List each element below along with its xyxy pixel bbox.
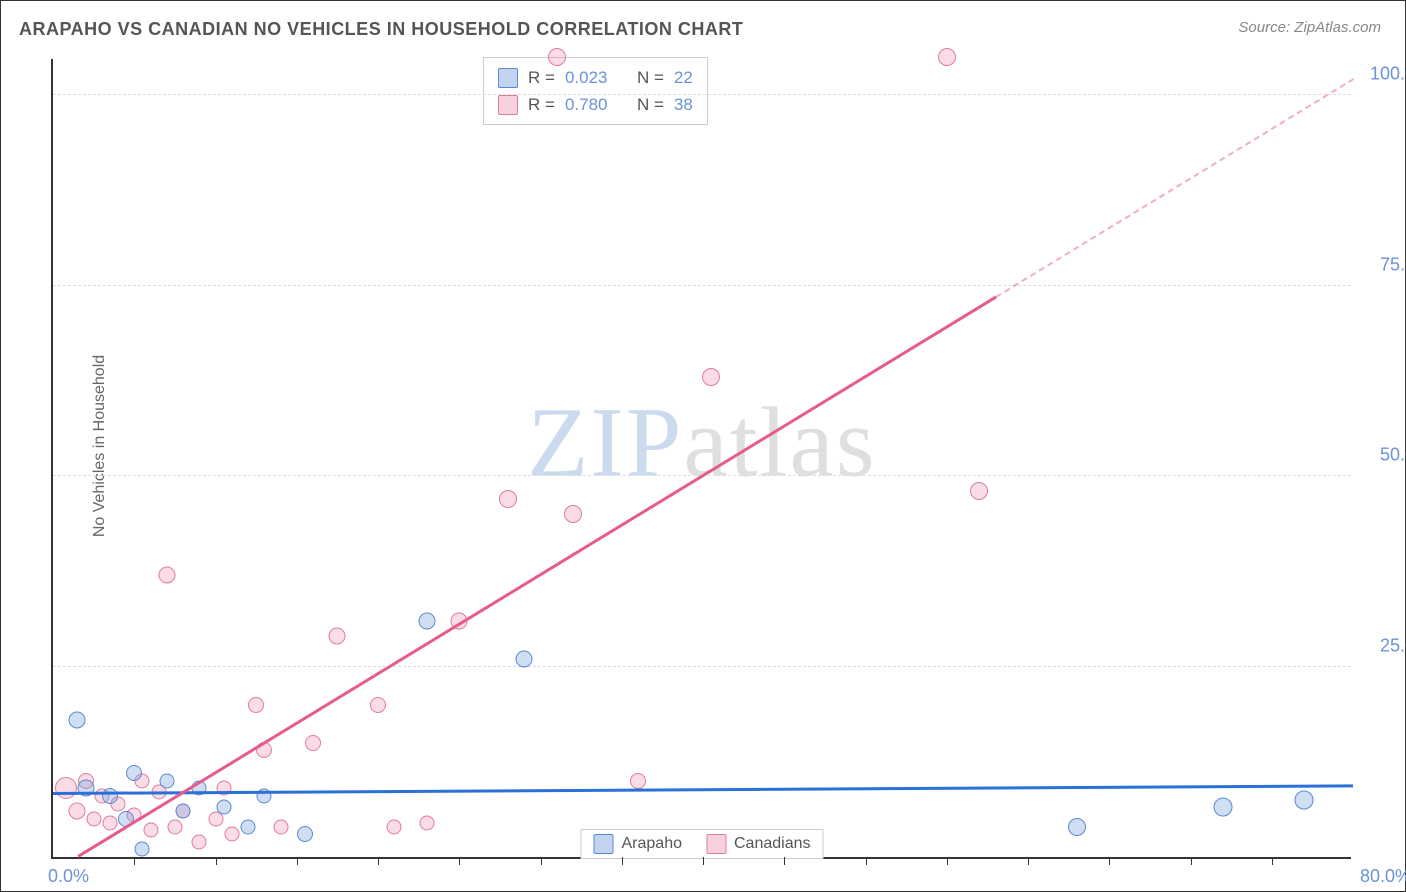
r-label: R = [528, 64, 555, 91]
data-point [630, 773, 646, 789]
source-value: ZipAtlas.com [1294, 19, 1381, 36]
chart-container: ARAPAHO VS CANADIAN NO VEHICLES IN HOUSE… [0, 0, 1406, 892]
data-point [176, 804, 191, 819]
trend-line [53, 784, 1353, 794]
legend-item-arapaho: Arapaho [594, 834, 683, 854]
canadians-n: 38 [674, 91, 693, 118]
y-tick-label: 100.0% [1370, 64, 1406, 85]
x-tick [134, 857, 135, 865]
data-point [102, 815, 117, 830]
data-point [241, 819, 256, 834]
x-tick-80: 80.0% [1360, 866, 1406, 887]
data-point [419, 815, 434, 830]
stats-box: R = 0.023 N = 22 R = 0.780 N = 38 [483, 57, 708, 125]
data-point [970, 482, 988, 500]
x-tick [1109, 857, 1110, 865]
data-point [938, 48, 956, 66]
data-point [143, 823, 158, 838]
n-label: N = [637, 91, 664, 118]
y-tick-label: 50.0% [1380, 445, 1406, 466]
r-label: R = [528, 91, 555, 118]
bottom-legend: Arapaho Canadians [581, 829, 824, 859]
data-point [418, 612, 435, 629]
x-tick [703, 857, 704, 865]
stats-row-canadians: R = 0.780 N = 38 [498, 91, 693, 118]
n-label: N = [637, 64, 664, 91]
data-point [248, 697, 264, 713]
swatch-pink-icon [498, 95, 518, 115]
x-tick [1272, 857, 1273, 865]
data-point [516, 650, 533, 667]
trend-line [995, 78, 1354, 298]
data-point [564, 505, 582, 523]
data-point [702, 368, 720, 386]
x-tick [297, 857, 298, 865]
x-tick [947, 857, 948, 865]
data-point [1295, 790, 1314, 809]
y-tick-label: 75.0% [1380, 254, 1406, 275]
data-point [126, 765, 142, 781]
watermark-atlas: atlas [683, 387, 876, 498]
x-tick [1028, 857, 1029, 865]
data-point [297, 826, 313, 842]
data-point [224, 827, 239, 842]
data-point [305, 735, 321, 751]
swatch-pink-icon [706, 834, 726, 854]
data-point [167, 819, 182, 834]
legend-label: Canadians [734, 835, 811, 853]
data-point [135, 842, 150, 857]
stats-row-arapaho: R = 0.023 N = 22 [498, 64, 693, 91]
data-point [370, 697, 386, 713]
x-tick [378, 857, 379, 865]
data-point [1068, 818, 1086, 836]
data-point [159, 773, 174, 788]
data-point [77, 780, 94, 797]
watermark-zip: ZIP [527, 387, 683, 498]
data-point [499, 490, 517, 508]
source-attribution: Source: ZipAtlas.com [1238, 19, 1381, 36]
arapaho-n: 22 [674, 64, 693, 91]
plot-area: ZIPatlas R = 0.023 N = 22 R = 0.780 N = … [51, 59, 1351, 859]
x-tick [622, 857, 623, 865]
data-point [69, 711, 86, 728]
chart-title: ARAPAHO VS CANADIAN NO VEHICLES IN HOUSE… [19, 19, 743, 40]
y-tick-label: 25.0% [1380, 635, 1406, 656]
x-tick [1191, 857, 1192, 865]
trend-line [77, 295, 996, 856]
gridline [53, 285, 1351, 286]
x-tick [216, 857, 217, 865]
legend-label: Arapaho [622, 835, 683, 853]
legend-item-canadians: Canadians [706, 834, 811, 854]
swatch-blue-icon [498, 68, 518, 88]
data-point [216, 800, 231, 815]
data-point [329, 628, 346, 645]
data-point [1214, 798, 1233, 817]
x-tick [866, 857, 867, 865]
data-point [192, 834, 207, 849]
data-point [86, 811, 101, 826]
data-point [387, 819, 402, 834]
source-label: Source: [1238, 19, 1290, 36]
data-point [548, 48, 566, 66]
data-point [55, 777, 77, 799]
x-tick [784, 857, 785, 865]
x-tick [459, 857, 460, 865]
data-point [69, 803, 86, 820]
arapaho-r: 0.023 [565, 64, 608, 91]
swatch-blue-icon [594, 834, 614, 854]
x-tick-0: 0.0% [48, 866, 89, 887]
data-point [273, 819, 288, 834]
data-point [158, 567, 175, 584]
gridline [53, 94, 1351, 95]
data-point [102, 788, 118, 804]
data-point [216, 781, 231, 796]
canadians-r: 0.780 [565, 91, 608, 118]
x-tick [541, 857, 542, 865]
gridline [53, 666, 1351, 667]
